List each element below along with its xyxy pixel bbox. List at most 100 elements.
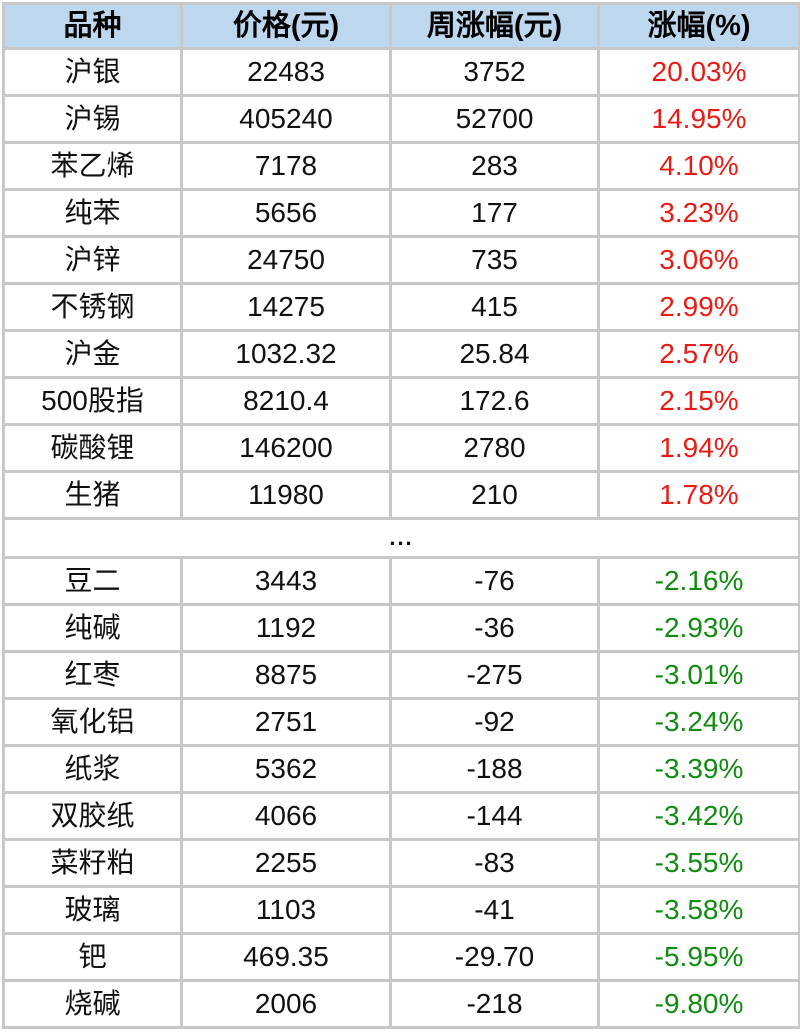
table-row: 沪银 22483 3752 20.03% (2, 47, 800, 97)
week-change-cell: 52700 (389, 94, 600, 144)
pct-change-cell: -3.39% (597, 744, 800, 794)
commodity-name-cell: 沪锡 (2, 94, 183, 144)
week-change-cell: -83 (389, 838, 600, 888)
price-cell: 5656 (180, 188, 392, 238)
table-row: 沪锌 24750 735 3.06% (2, 235, 800, 285)
week-change-cell: 283 (389, 141, 600, 191)
week-change-cell: -76 (389, 556, 600, 606)
price-cell: 2006 (180, 979, 392, 1029)
table-row: 双胶纸 4066 -144 -3.42% (2, 791, 800, 841)
commodity-name-cell: 钯 (2, 932, 183, 982)
pct-change-cell: -3.58% (597, 885, 800, 935)
pct-change-cell: 14.95% (597, 94, 800, 144)
table-row: 红枣 8875 -275 -3.01% (2, 650, 800, 700)
pct-change-cell: -3.24% (597, 697, 800, 747)
price-cell: 1032.32 (180, 329, 392, 379)
price-cell: 1103 (180, 885, 392, 935)
week-change-cell: -275 (389, 650, 600, 700)
header-price: 价格(元) (180, 2, 392, 50)
commodity-name-cell: 双胶纸 (2, 791, 183, 841)
pct-change-cell: 3.23% (597, 188, 800, 238)
price-cell: 469.35 (180, 932, 392, 982)
ellipsis-cell: ... (2, 517, 800, 559)
header-commodity: 品种 (2, 2, 183, 50)
table-row: 苯乙烯 7178 283 4.10% (2, 141, 800, 191)
table-row: 纯苯 5656 177 3.23% (2, 188, 800, 238)
table-row: 豆二 3443 -76 -2.16% (2, 556, 800, 606)
table-row: 纸浆 5362 -188 -3.39% (2, 744, 800, 794)
pct-change-cell: -2.16% (597, 556, 800, 606)
week-change-cell: 172.6 (389, 376, 600, 426)
table-row: 500股指 8210.4 172.6 2.15% (2, 376, 800, 426)
pct-change-cell: 2.99% (597, 282, 800, 332)
pct-change-cell: -3.55% (597, 838, 800, 888)
week-change-cell: 2780 (389, 423, 600, 473)
table-row: 钯 469.35 -29.70 -5.95% (2, 932, 800, 982)
header-row: 品种 价格(元) 周涨幅(元) 涨幅(%) (2, 2, 800, 50)
commodity-name-cell: 菜籽粕 (2, 838, 183, 888)
price-cell: 1192 (180, 603, 392, 653)
commodity-name-cell: 500股指 (2, 376, 183, 426)
price-cell: 24750 (180, 235, 392, 285)
table-row: 纯碱 1192 -36 -2.93% (2, 603, 800, 653)
price-cell: 8875 (180, 650, 392, 700)
pct-change-cell: -3.01% (597, 650, 800, 700)
price-cell: 3443 (180, 556, 392, 606)
price-cell: 2751 (180, 697, 392, 747)
week-change-cell: -41 (389, 885, 600, 935)
pct-change-cell: -3.42% (597, 791, 800, 841)
commodity-name-cell: 红枣 (2, 650, 183, 700)
commodity-name-cell: 苯乙烯 (2, 141, 183, 191)
commodity-name-cell: 氧化铝 (2, 697, 183, 747)
pct-change-cell: 3.06% (597, 235, 800, 285)
week-change-cell: -218 (389, 979, 600, 1029)
week-change-cell: -188 (389, 744, 600, 794)
week-change-cell: 25.84 (389, 329, 600, 379)
pct-change-cell: 2.15% (597, 376, 800, 426)
table-row: 沪金 1032.32 25.84 2.57% (2, 329, 800, 379)
commodity-name-cell: 纸浆 (2, 744, 183, 794)
ellipsis-row: ... (2, 517, 800, 559)
commodity-name-cell: 纯碱 (2, 603, 183, 653)
table-row: 生猪 11980 210 1.78% (2, 470, 800, 520)
pct-change-cell: -9.80% (597, 979, 800, 1029)
pct-change-cell: 1.78% (597, 470, 800, 520)
week-change-cell: 177 (389, 188, 600, 238)
week-change-cell: -92 (389, 697, 600, 747)
table-row: 沪锡 405240 52700 14.95% (2, 94, 800, 144)
week-change-cell: 3752 (389, 47, 600, 97)
price-cell: 8210.4 (180, 376, 392, 426)
week-change-cell: -29.70 (389, 932, 600, 982)
commodity-name-cell: 沪锌 (2, 235, 183, 285)
price-cell: 22483 (180, 47, 392, 97)
price-cell: 5362 (180, 744, 392, 794)
commodity-name-cell: 烧碱 (2, 979, 183, 1029)
week-change-cell: 210 (389, 470, 600, 520)
commodity-name-cell: 纯苯 (2, 188, 183, 238)
pct-change-cell: 2.57% (597, 329, 800, 379)
pct-change-cell: 4.10% (597, 141, 800, 191)
commodity-name-cell: 沪金 (2, 329, 183, 379)
price-cell: 405240 (180, 94, 392, 144)
table-row: 不锈钢 14275 415 2.99% (2, 282, 800, 332)
table-row: 菜籽粕 2255 -83 -3.55% (2, 838, 800, 888)
price-cell: 7178 (180, 141, 392, 191)
header-pct-change: 涨幅(%) (597, 2, 800, 50)
commodity-name-cell: 玻璃 (2, 885, 183, 935)
header-week-change: 周涨幅(元) (389, 2, 600, 50)
commodity-name-cell: 生猪 (2, 470, 183, 520)
table-row: 烧碱 2006 -218 -9.80% (2, 979, 800, 1029)
commodity-name-cell: 碳酸锂 (2, 423, 183, 473)
table-row: 碳酸锂 146200 2780 1.94% (2, 423, 800, 473)
week-change-cell: 735 (389, 235, 600, 285)
commodity-name-cell: 沪银 (2, 47, 183, 97)
price-cell: 14275 (180, 282, 392, 332)
pct-change-cell: -2.93% (597, 603, 800, 653)
week-change-cell: -36 (389, 603, 600, 653)
commodity-name-cell: 不锈钢 (2, 282, 183, 332)
pct-change-cell: -5.95% (597, 932, 800, 982)
commodity-name-cell: 豆二 (2, 556, 183, 606)
table-row: 氧化铝 2751 -92 -3.24% (2, 697, 800, 747)
week-change-cell: 415 (389, 282, 600, 332)
